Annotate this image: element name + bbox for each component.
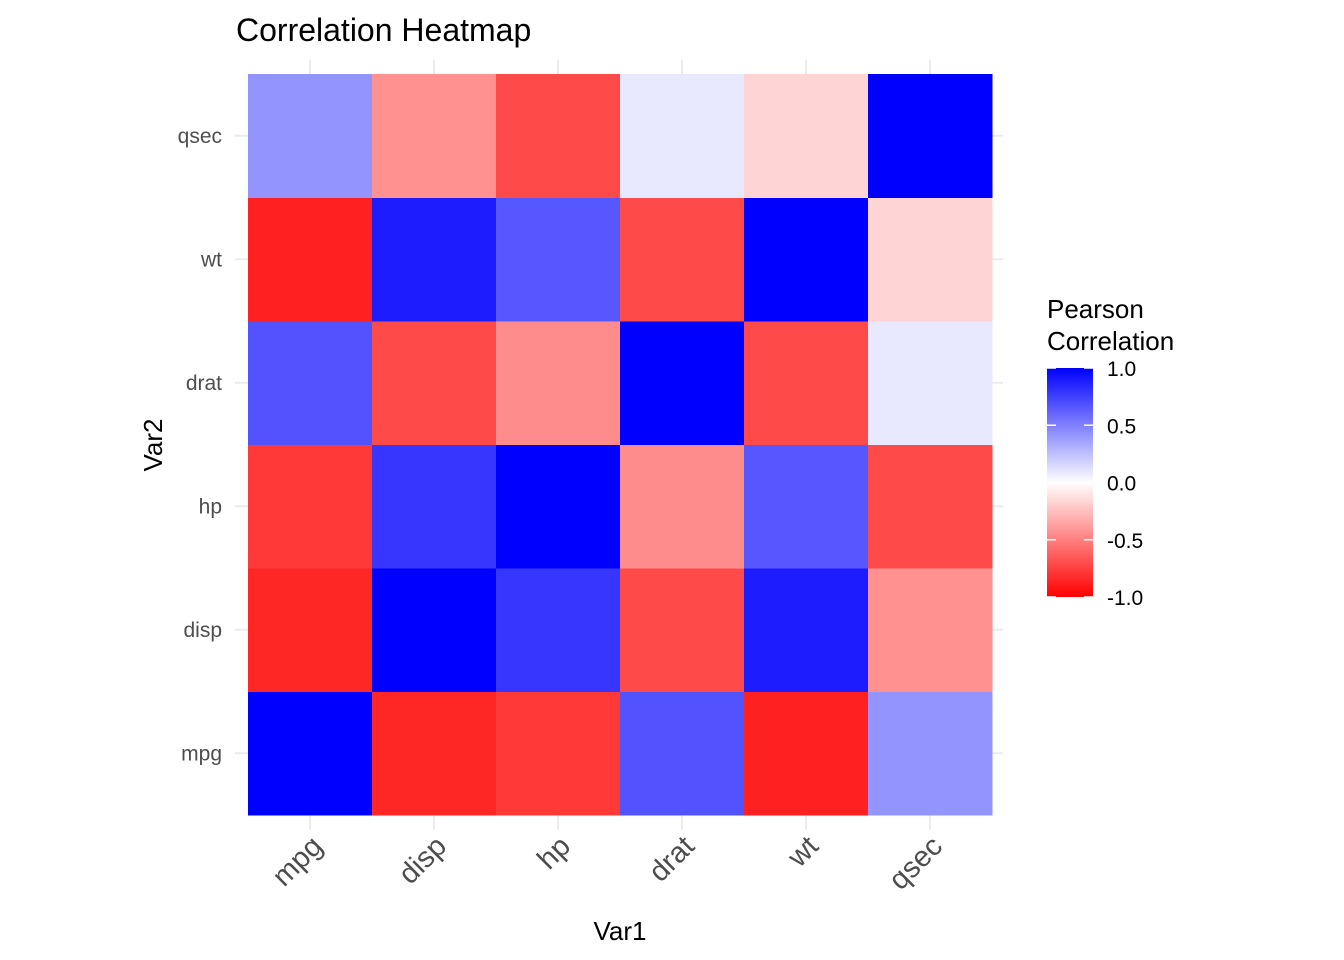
- legend-title-line-2: Correlation: [1047, 326, 1174, 356]
- cell-wt-wt: [744, 197, 869, 322]
- cell-disp-wt: [372, 197, 497, 322]
- cell-mpg-hp: [248, 444, 373, 569]
- y-tick-qsec: qsec: [178, 125, 222, 148]
- cell-mpg-qsec: [248, 74, 373, 198]
- x-tick-disp: disp: [393, 830, 453, 890]
- y-axis-title: Var2: [138, 419, 168, 472]
- cell-wt-qsec: [744, 74, 869, 198]
- cell-hp-qsec: [496, 74, 621, 198]
- cell-qsec-qsec: [868, 74, 993, 198]
- cell-drat-disp: [620, 568, 745, 692]
- cell-disp-qsec: [372, 74, 497, 198]
- cell-hp-mpg: [496, 691, 621, 816]
- cell-disp-disp: [372, 568, 497, 692]
- legend-ticks: 1.0 0.5 0.0 -0.5 -1.0: [1047, 358, 1143, 610]
- x-tick-wt: wt: [781, 830, 825, 874]
- y-tick-labels: mpg disp hp drat wt qsec: [178, 125, 223, 766]
- legend-tick-label-1: 0.5: [1107, 415, 1136, 438]
- cell-hp-disp: [496, 568, 621, 692]
- legend-title-line-1: Pearson: [1047, 294, 1144, 324]
- cell-mpg-mpg: [248, 691, 373, 816]
- chart-title: Correlation Heatmap: [236, 12, 531, 48]
- cell-disp-hp: [372, 444, 497, 569]
- legend-tick-label-2: 0.0: [1107, 473, 1136, 496]
- cell-drat-drat: [620, 321, 745, 445]
- cell-qsec-mpg: [868, 691, 993, 816]
- legend-tick-label-0: 1.0: [1107, 358, 1136, 381]
- cell-wt-disp: [744, 568, 869, 692]
- legend-tick-label-4: -1.0: [1107, 587, 1143, 610]
- heatmap-cells: [248, 74, 993, 816]
- cell-hp-hp: [496, 444, 621, 569]
- y-tick-mpg: mpg: [181, 742, 222, 765]
- x-tick-mpg: mpg: [266, 830, 329, 893]
- cell-qsec-hp: [868, 444, 993, 569]
- cell-drat-mpg: [620, 691, 745, 816]
- cell-hp-wt: [496, 197, 621, 322]
- x-tick-labels: mpg disp hp drat wt qsec: [266, 830, 949, 896]
- cell-qsec-disp: [868, 568, 993, 692]
- cell-wt-mpg: [744, 691, 869, 816]
- cell-disp-drat: [372, 321, 497, 445]
- cell-qsec-wt: [868, 197, 993, 322]
- x-tick-hp: hp: [532, 830, 577, 875]
- x-tick-qsec: qsec: [883, 830, 949, 896]
- x-axis-title: Var1: [594, 916, 647, 946]
- cell-drat-qsec: [620, 74, 745, 198]
- y-tick-disp: disp: [183, 619, 222, 642]
- cell-mpg-disp: [248, 568, 373, 692]
- y-tick-drat: drat: [186, 372, 222, 395]
- y-tick-wt: wt: [200, 248, 222, 271]
- cell-mpg-drat: [248, 321, 373, 445]
- cell-drat-wt: [620, 197, 745, 322]
- cell-wt-drat: [744, 321, 869, 445]
- x-tick-drat: drat: [643, 830, 701, 888]
- cell-drat-hp: [620, 444, 745, 569]
- cell-mpg-wt: [248, 197, 373, 322]
- cell-hp-drat: [496, 321, 621, 445]
- y-tick-hp: hp: [199, 495, 222, 518]
- cell-wt-hp: [744, 444, 869, 569]
- legend-tick-label-3: -0.5: [1107, 530, 1143, 553]
- color-legend: Pearson Correlation 1.0 0.5 0.0 -0.5 -1.0: [1047, 294, 1174, 610]
- cell-disp-mpg: [372, 691, 497, 816]
- cell-qsec-drat: [868, 321, 993, 445]
